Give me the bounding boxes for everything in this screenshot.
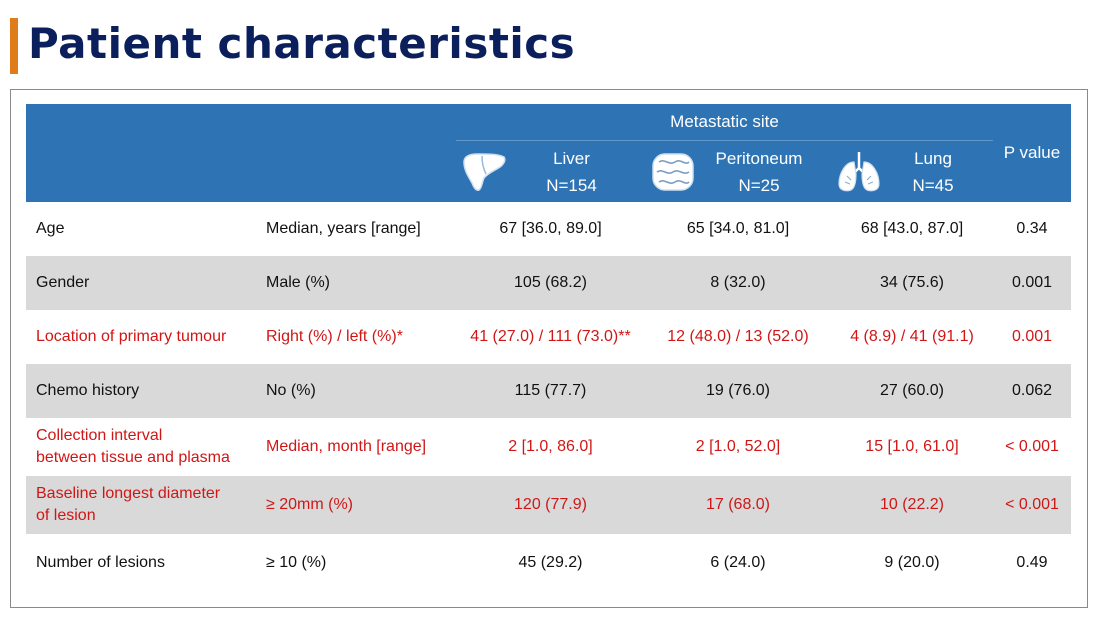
cell-peritoneum: 2 [1.0, 52.0] bbox=[695, 438, 781, 455]
row-label-line-2: of lesion bbox=[36, 507, 96, 524]
cell-p-value: < 0.001 bbox=[1005, 438, 1059, 455]
row-label: Gender bbox=[26, 256, 256, 310]
header-blank bbox=[26, 141, 256, 203]
header-blank bbox=[26, 104, 256, 141]
row-measure: Median, month [range] bbox=[266, 438, 427, 455]
row-measure: Male (%) bbox=[256, 256, 456, 310]
header-row-sites: Liver N=154 Peritoneum N=25 Lung bbox=[26, 140, 1071, 203]
intestine-icon bbox=[652, 153, 694, 191]
table-frame bbox=[10, 89, 1088, 608]
table-row-age: Age Median, years [range] 67 [36.0, 89.0… bbox=[26, 202, 1071, 256]
row-label: Baseline longest diameter of lesion bbox=[26, 476, 256, 534]
row-label-line-2: between tissue and plasma bbox=[36, 449, 230, 466]
table-header: Metastatic site P value Liver N=154 Peri… bbox=[26, 104, 1071, 202]
cell-peritoneum: 12 (48.0) / 13 (52.0) bbox=[667, 328, 809, 345]
cell-peritoneum: 17 (68.0) bbox=[645, 476, 831, 534]
liver-icon bbox=[463, 153, 506, 191]
header-blank bbox=[256, 104, 456, 141]
header-row-metastatic-site: Metastatic site P value bbox=[26, 104, 1071, 162]
row-label-line-1: Baseline longest diameter bbox=[36, 485, 221, 502]
site-n-peritoneum: N=25 bbox=[738, 175, 780, 195]
site-n-liver: N=154 bbox=[546, 175, 597, 195]
site-header-lung: Lung N=45 bbox=[831, 141, 993, 203]
cell-liver: 41 (27.0) / 111 (73.0)** bbox=[470, 328, 631, 345]
site-name-peritoneum: Peritoneum bbox=[715, 148, 803, 168]
row-label: Location of primary tumour bbox=[36, 328, 227, 345]
page-title: Patient characteristics bbox=[28, 19, 576, 68]
cell-lung: 34 (75.6) bbox=[831, 256, 993, 310]
cell-peritoneum: 19 (76.0) bbox=[645, 364, 831, 418]
cell-peritoneum: 8 (32.0) bbox=[645, 256, 831, 310]
cell-liver: 115 (77.7) bbox=[456, 364, 645, 418]
site-name-lung: Lung bbox=[914, 148, 952, 168]
table-row-primary-tumour-location: Location of primary tumour Right (%) / l… bbox=[26, 310, 1071, 364]
row-label: Collection interval between tissue and p… bbox=[26, 418, 256, 476]
row-label: Number of lesions bbox=[36, 554, 165, 571]
row-label-line-1: Collection interval bbox=[36, 427, 163, 444]
table-row-number-of-lesions: Number of lesions ≥ 10 (%) 45 (29.2) 6 (… bbox=[26, 534, 1071, 592]
table-body: Age Median, years [range] 67 [36.0, 89.0… bbox=[26, 202, 1071, 592]
cell-lung: 27 (60.0) bbox=[831, 364, 993, 418]
cell-p-value: < 0.001 bbox=[993, 476, 1071, 534]
cell-liver: 120 (77.9) bbox=[456, 476, 645, 534]
cell-lung: 10 (22.2) bbox=[831, 476, 993, 534]
site-header-peritoneum: Peritoneum N=25 bbox=[645, 141, 831, 203]
cell-p-value: 0.001 bbox=[993, 256, 1071, 310]
p-value-header: P value bbox=[1003, 143, 1061, 162]
row-measure: Median, years [range] bbox=[266, 220, 421, 237]
cell-p-value: 0.34 bbox=[1016, 220, 1048, 237]
row-measure: ≥ 20mm (%) bbox=[256, 476, 456, 534]
cell-lung: 15 [1.0, 61.0] bbox=[865, 438, 959, 455]
row-label: Age bbox=[36, 220, 65, 237]
cell-liver: 45 (29.2) bbox=[518, 554, 583, 571]
cell-p-value: 0.49 bbox=[1016, 554, 1048, 571]
cell-lung: 4 (8.9) / 41 (91.1) bbox=[850, 328, 974, 345]
cell-peritoneum: 65 [34.0, 81.0] bbox=[686, 220, 790, 237]
cell-liver: 2 [1.0, 86.0] bbox=[508, 438, 593, 455]
patient-characteristics-table: Metastatic site P value Liver N=154 Peri… bbox=[26, 104, 1071, 592]
row-measure: No (%) bbox=[256, 364, 456, 418]
lungs-icon bbox=[838, 152, 880, 192]
table-row-chemo-history: Chemo history No (%) 115 (77.7) 19 (76.0… bbox=[26, 364, 1071, 418]
header-blank bbox=[256, 141, 456, 203]
site-header-liver: Liver N=154 bbox=[456, 141, 645, 203]
table-row-collection-interval: Collection interval between tissue and p… bbox=[26, 418, 1071, 476]
table-row-gender: Gender Male (%) 105 (68.2) 8 (32.0) 34 (… bbox=[26, 256, 1071, 310]
metastatic-site-header: Metastatic site bbox=[456, 104, 993, 141]
cell-liver: 67 [36.0, 89.0] bbox=[499, 220, 602, 237]
title-accent-bar bbox=[10, 18, 18, 74]
table-row-lesion-diameter: Baseline longest diameter of lesion ≥ 20… bbox=[26, 476, 1071, 534]
row-measure: Right (%) / left (%)* bbox=[266, 328, 403, 345]
cell-peritoneum: 6 (24.0) bbox=[710, 554, 766, 571]
site-n-lung: N=45 bbox=[912, 175, 954, 195]
cell-p-value: 0.001 bbox=[1011, 328, 1053, 345]
row-measure: ≥ 10 (%) bbox=[266, 554, 327, 571]
row-label: Chemo history bbox=[26, 364, 256, 418]
cell-p-value: 0.062 bbox=[993, 364, 1071, 418]
cell-liver: 105 (68.2) bbox=[456, 256, 645, 310]
site-name-liver: Liver bbox=[553, 148, 590, 168]
cell-lung: 9 (20.0) bbox=[884, 554, 940, 571]
cell-lung: 68 [43.0, 87.0] bbox=[860, 220, 964, 237]
